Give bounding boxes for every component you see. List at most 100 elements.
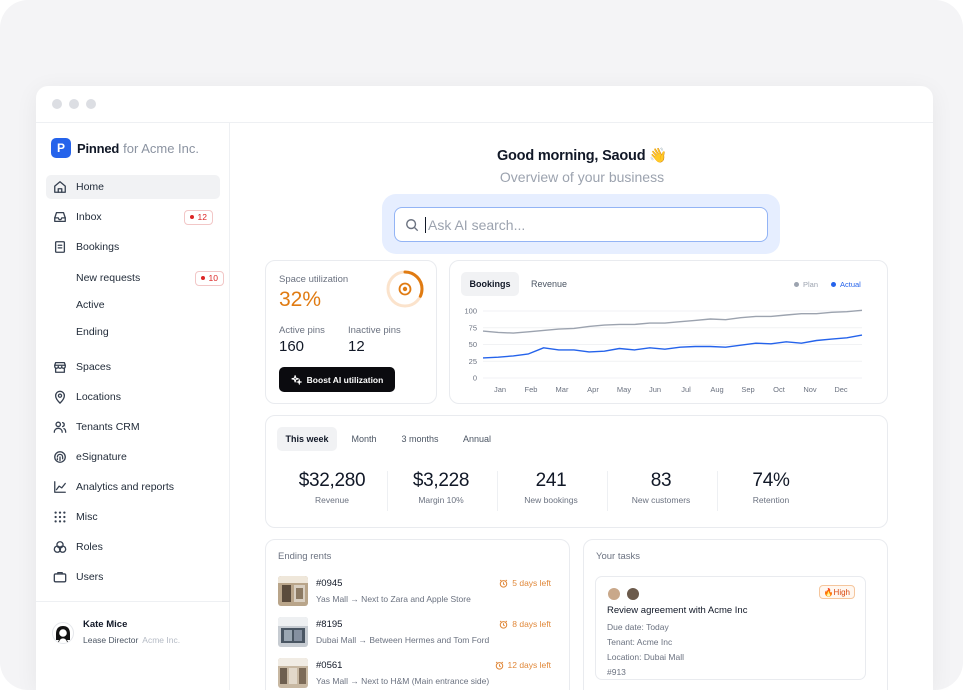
rent-days-left: 8 days left	[499, 619, 551, 629]
tab-bookings[interactable]: Bookings	[461, 272, 519, 296]
brand[interactable]: P Pinned for Acme Inc.	[51, 137, 199, 159]
user-role: Lease Director Acme Inc.	[83, 635, 181, 645]
task-card[interactable]: 🔥High Review agreement with Acme Inc Due…	[595, 576, 866, 680]
briefcase-icon	[53, 570, 67, 584]
alarm-clock-icon	[499, 579, 508, 588]
grid-dots-icon	[53, 510, 67, 524]
rent-thumbnail	[278, 617, 308, 647]
sidebar-item-label: Roles	[76, 541, 103, 553]
ai-search-box[interactable]	[394, 207, 768, 242]
sidebar-item-locations[interactable]: Locations	[46, 385, 220, 409]
task-location: Location: Dubai Mall	[607, 652, 685, 662]
bookings-icon	[53, 240, 67, 254]
stat-new-bookings-label: New bookings	[524, 495, 578, 505]
sidebar-item-users[interactable]: Users	[46, 565, 220, 589]
y-tick-label: 75	[469, 323, 477, 332]
task-ref: #913	[607, 667, 626, 677]
search-icon	[406, 218, 419, 231]
bookings-chart-card: Bookings Revenue Plan Actual 100 75 50 25 0 J…	[449, 260, 888, 404]
rent-location: Dubai Mall → Between Hermes and Tom Ford	[316, 635, 490, 645]
sidebar-item-label: Tenants CRM	[76, 421, 140, 433]
fingerprint-icon	[53, 450, 67, 464]
roles-icon	[53, 540, 67, 554]
y-tick-label: 100	[464, 307, 477, 316]
map-pin-icon	[53, 390, 67, 404]
alarm-clock-icon	[499, 620, 508, 629]
stat-retention-label: Retention	[752, 495, 790, 505]
x-tick-label: May	[617, 385, 631, 394]
rent-id: #8195	[316, 619, 343, 630]
brand-name: Pinned	[77, 140, 120, 156]
sidebar-subitem-label: New requests	[76, 272, 141, 284]
tab-revenue[interactable]: Revenue	[530, 279, 568, 289]
rent-id: #0561	[316, 660, 343, 671]
sidebar-item-esignature[interactable]: eSignature	[46, 445, 220, 469]
sidebar-item-label: Locations	[76, 391, 121, 403]
tab-3-months[interactable]: 3 months	[401, 434, 439, 444]
x-tick-label: Jun	[649, 385, 661, 394]
store-icon	[53, 360, 67, 374]
stat-new-bookings-value: 241	[535, 470, 567, 491]
window-dot[interactable]	[69, 99, 79, 109]
sidebar-item-label: Inbox	[76, 211, 102, 223]
boost-ai-utilization-button[interactable]: Boost AI utilization	[279, 367, 395, 392]
tab-this-week[interactable]: This week	[277, 427, 337, 451]
sidebar-item-tenants-crm[interactable]: Tenants CRM	[46, 415, 220, 439]
sidebar-subitem-label: Active	[76, 299, 105, 311]
brand-logo-icon: P	[51, 138, 71, 158]
rent-location: Yas Mall → Next to H&M (Main entrance si…	[316, 676, 490, 686]
series-line-plan	[482, 309, 863, 334]
space-utilization-card: Space utilization 32% Active pins 160 In…	[265, 260, 437, 404]
rent-location: Yas Mall → Next to Zara and Apple Store	[316, 594, 471, 604]
sidebar-item-misc[interactable]: Misc	[46, 505, 220, 529]
sidebar-item-label: Analytics and reports	[76, 481, 175, 493]
inbox-count-badge: 12	[183, 209, 213, 225]
new-requests-count-badge: 10	[194, 270, 224, 286]
stat-revenue-label: Revenue	[314, 495, 350, 505]
x-tick-label: Jul	[681, 385, 691, 394]
sidebar-item-inbox[interactable]: Inbox 12	[46, 205, 220, 229]
task-tenant: Tenant: Acme Inc	[607, 637, 673, 647]
stat-margin-value: $3,228	[412, 470, 470, 491]
sidebar-item-label: Bookings	[76, 241, 120, 253]
inbox-icon	[53, 210, 67, 224]
sidebar-subitem-label: Ending	[76, 326, 109, 338]
rent-days-left: 12 days left	[495, 660, 551, 670]
x-tick-label: Aug	[710, 385, 723, 394]
ai-search-input[interactable]	[425, 216, 745, 233]
sidebar-item-home[interactable]: Home	[46, 175, 220, 199]
stat-margin-label: Margin 10%	[418, 495, 464, 505]
greeting-title: Good morning, Saoud 👋	[496, 148, 668, 164]
sidebar: P Pinned for Acme Inc. Home Inbox 12 Boo…	[36, 123, 230, 690]
sidebar-item-roles[interactable]: Roles	[46, 535, 220, 559]
greeting-subtitle: Overview of your business	[499, 169, 665, 185]
avatar	[607, 587, 621, 601]
sidebar-item-spaces[interactable]: Spaces	[46, 355, 220, 379]
sidebar-item-bookings[interactable]: Bookings	[46, 235, 220, 259]
stat-new-customers-value: 83	[650, 470, 672, 491]
window-dot[interactable]	[52, 99, 62, 109]
sidebar-item-analytics[interactable]: Analytics and reports	[46, 475, 220, 499]
x-tick-label: Dec	[834, 385, 848, 394]
sparkle-icon	[291, 375, 302, 385]
user-profile[interactable]: Kate Mice Lease Director Acme Inc.	[36, 601, 230, 661]
users-icon	[53, 420, 67, 434]
active-pins-value: 160	[279, 338, 305, 355]
ending-rents-card: Ending rents #0945 Yas Mall → Next to Za…	[265, 539, 570, 690]
sidebar-item-label: Misc	[76, 511, 98, 523]
task-due-date: Due date: Today	[607, 622, 669, 632]
sidebar-item-label: Spaces	[76, 361, 112, 373]
active-pins-label: Active pins	[279, 325, 325, 336]
x-tick-label: Feb	[525, 385, 538, 394]
priority-badge: 🔥High	[818, 585, 855, 599]
tab-month[interactable]: Month	[351, 434, 377, 444]
window-dot[interactable]	[86, 99, 96, 109]
legend-actual: Actual	[831, 280, 861, 289]
sidebar-subitem-ending[interactable]: Ending	[76, 322, 109, 342]
rent-days-left: 5 days left	[499, 578, 551, 588]
avatar	[52, 622, 74, 644]
sidebar-subitem-new-requests[interactable]: New requests 10	[76, 268, 224, 288]
sidebar-subitem-active[interactable]: Active	[76, 295, 105, 315]
y-tick-label: 25	[469, 357, 477, 366]
tab-annual[interactable]: Annual	[462, 434, 492, 444]
